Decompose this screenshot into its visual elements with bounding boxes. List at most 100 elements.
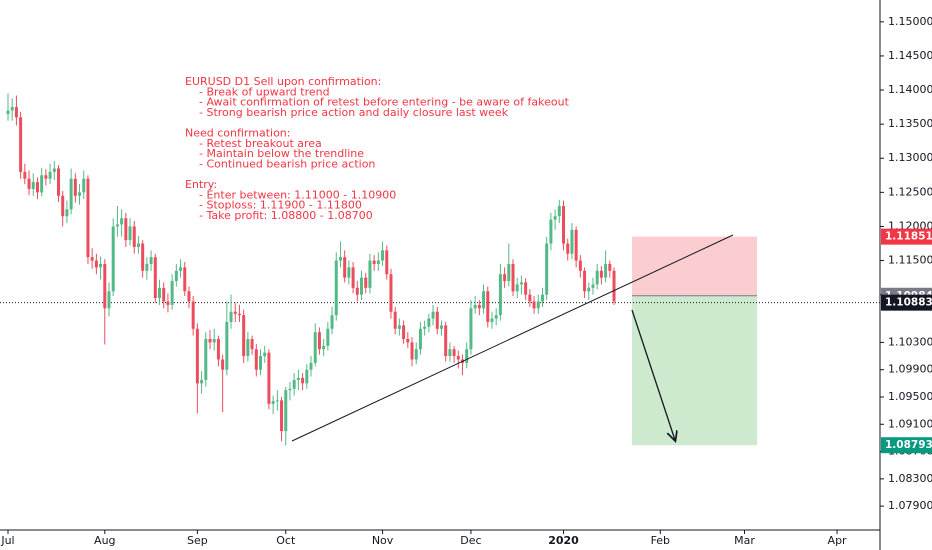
candle-body bbox=[347, 267, 351, 278]
candle-body bbox=[578, 260, 582, 271]
candle-body bbox=[162, 287, 166, 302]
position-box bbox=[0, 236, 880, 446]
candle-body bbox=[191, 301, 195, 329]
candle-body bbox=[48, 171, 52, 179]
x-tick-label: Mar bbox=[734, 534, 755, 547]
candle-body bbox=[351, 267, 355, 288]
x-tick-label: Sep bbox=[187, 534, 208, 547]
candle-body bbox=[326, 328, 330, 346]
x-tick-label: Jul bbox=[0, 534, 14, 547]
price-label-bg bbox=[881, 437, 932, 454]
candle-body bbox=[225, 321, 229, 370]
candle-body bbox=[486, 291, 490, 322]
candle-body bbox=[111, 226, 115, 292]
price-label: 1.10883 bbox=[885, 297, 932, 309]
candle-body bbox=[604, 263, 608, 278]
candle-body bbox=[288, 388, 292, 391]
candle-body bbox=[313, 332, 317, 363]
note-item: - Retest breakout area bbox=[199, 137, 322, 150]
candle-body bbox=[31, 182, 35, 189]
candle-body bbox=[557, 205, 561, 217]
candle-body bbox=[536, 301, 540, 309]
y-tick-label: 1.09500 bbox=[888, 390, 932, 403]
candle-body bbox=[56, 168, 60, 196]
candle-body bbox=[170, 281, 174, 305]
candle-body bbox=[35, 182, 39, 193]
note-heading: Entry: bbox=[185, 178, 217, 191]
candle-body bbox=[397, 325, 401, 329]
candle-body bbox=[99, 263, 103, 268]
candle-body bbox=[507, 263, 511, 282]
candle-body bbox=[120, 218, 124, 225]
x-tick-label: Apr bbox=[828, 534, 848, 547]
candle-body bbox=[263, 352, 267, 357]
x-tick-label: Aug bbox=[94, 534, 115, 547]
candle-body bbox=[52, 168, 56, 172]
y-tick-label: 1.14500 bbox=[888, 49, 932, 62]
candle-body bbox=[204, 339, 208, 380]
candle-body bbox=[393, 311, 397, 329]
candle-body bbox=[477, 304, 481, 309]
candle-body bbox=[292, 379, 296, 389]
candle-body bbox=[515, 284, 519, 292]
candle-body bbox=[423, 326, 427, 329]
candle-body bbox=[145, 263, 149, 271]
candle-body bbox=[242, 315, 246, 357]
candle-body bbox=[330, 315, 334, 329]
candle-body bbox=[174, 270, 178, 282]
candle-body bbox=[128, 226, 132, 241]
candle-body bbox=[246, 339, 250, 357]
y-tick-label: 1.09100 bbox=[888, 417, 932, 430]
arrow bbox=[631, 309, 675, 440]
candles bbox=[6, 93, 616, 446]
candle-body bbox=[149, 257, 153, 264]
candle-body bbox=[389, 274, 393, 312]
note-heading: Need confirmation: bbox=[185, 127, 290, 140]
candle-body bbox=[410, 342, 414, 360]
candle-body bbox=[200, 379, 204, 384]
y-tick-label: 1.09900 bbox=[888, 363, 932, 376]
candle-body bbox=[334, 260, 338, 316]
candle-body bbox=[448, 349, 452, 357]
candle-body bbox=[275, 400, 279, 402]
candle-body bbox=[498, 274, 502, 316]
candle-body bbox=[183, 267, 187, 292]
candle-body bbox=[141, 243, 145, 271]
note-item: - Enter between: 1.11000 - 1.10900 bbox=[199, 188, 396, 201]
candle-body bbox=[69, 178, 73, 210]
candle-body bbox=[372, 260, 376, 264]
candle-body bbox=[376, 260, 380, 264]
x-tick-label: Nov bbox=[372, 534, 394, 547]
candle-body bbox=[406, 339, 410, 343]
candle-body bbox=[250, 339, 254, 350]
candle-body bbox=[23, 171, 27, 179]
y-tick-label: 1.13500 bbox=[888, 117, 932, 130]
candle-body bbox=[431, 311, 435, 319]
price-label-bg bbox=[881, 294, 932, 311]
candle-body bbox=[490, 318, 494, 322]
candle-body bbox=[360, 277, 364, 295]
note-item: - Strong bearish price action and daily … bbox=[199, 106, 509, 119]
note-item: - Continued bearish price action bbox=[199, 157, 375, 170]
candle-body bbox=[233, 311, 237, 314]
candle-body bbox=[317, 332, 321, 350]
candle-body bbox=[612, 270, 616, 302]
candle-body bbox=[284, 390, 288, 432]
candle-body bbox=[254, 349, 258, 370]
note-item: - Await confirmation of retest before en… bbox=[199, 96, 570, 109]
candle-body bbox=[574, 229, 578, 261]
price-label-bg bbox=[881, 228, 932, 245]
candle-body bbox=[14, 107, 18, 118]
candle-body bbox=[452, 349, 456, 357]
candle-body bbox=[19, 117, 23, 172]
candle-body bbox=[427, 318, 431, 327]
candle-body bbox=[553, 216, 557, 220]
price-label: 1.08793 bbox=[885, 439, 932, 451]
y-tick-label: 1.12500 bbox=[888, 185, 932, 198]
candle-body bbox=[528, 294, 532, 302]
candle-body bbox=[301, 377, 305, 384]
candle-body bbox=[267, 352, 271, 404]
candle-body bbox=[132, 226, 136, 247]
candle-body bbox=[124, 218, 128, 241]
